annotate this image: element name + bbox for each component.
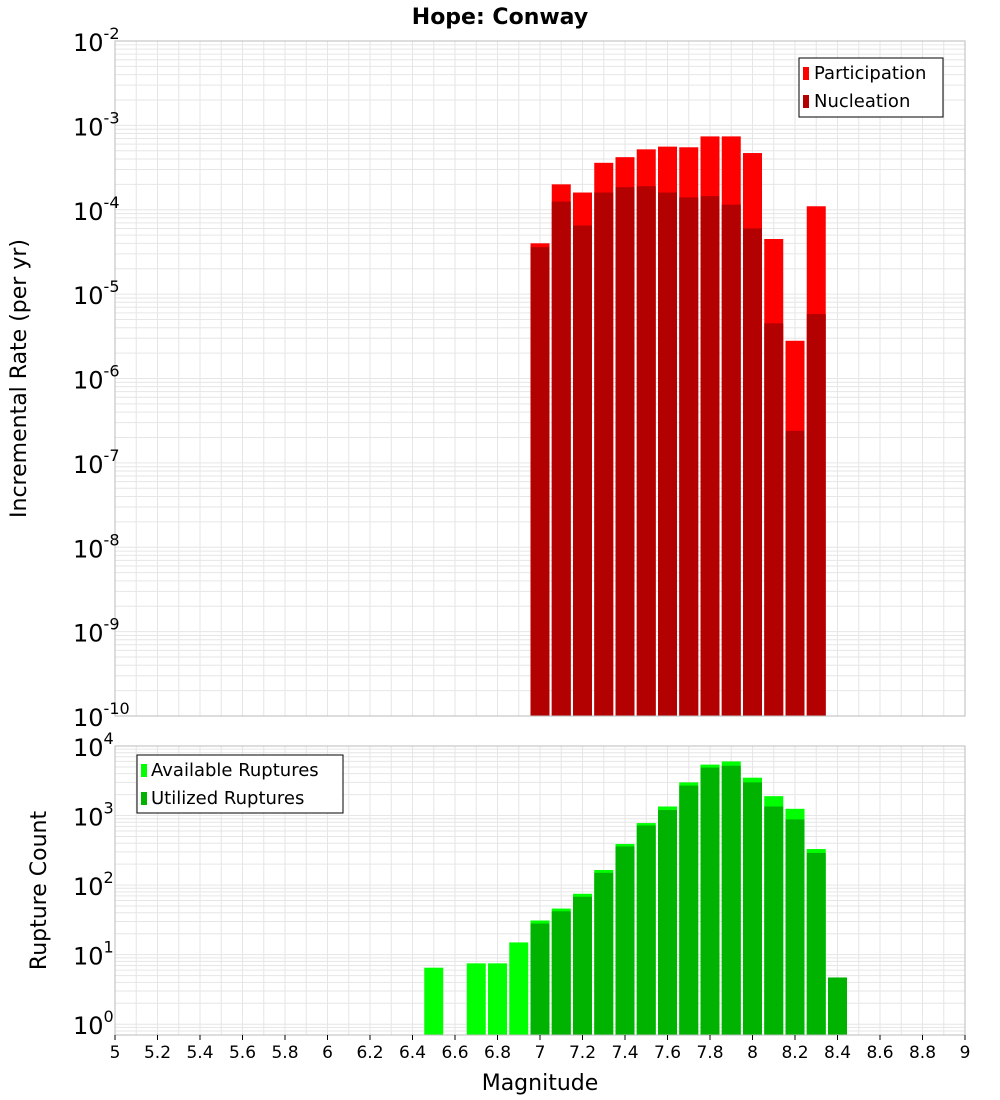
legend-swatch-participation bbox=[803, 67, 809, 80]
x-axis-ticks: 5 5.2 5.4 5.6 5.8 6 6.2 6.4 6.6 6.8 7 7.2 7.4 7.6 7.8 8… bbox=[110, 1035, 971, 1063]
top-plot-frame bbox=[114, 40, 966, 717]
bottom-legend: Available Ruptures Utilized Ruptures bbox=[136, 754, 344, 814]
x-tick-label: 7.8 bbox=[696, 1043, 723, 1063]
nucleation-bar bbox=[530, 247, 550, 716]
bottom-bars bbox=[424, 761, 847, 1035]
x-tick-label: 6.2 bbox=[356, 1043, 383, 1063]
y-tick-label: 10-9 bbox=[73, 615, 120, 648]
nucleation-bar bbox=[743, 228, 762, 716]
nucleation-bar bbox=[573, 225, 592, 716]
legend-label-nucleation: Nucleation bbox=[814, 91, 910, 112]
x-tick-label: 6.6 bbox=[441, 1043, 468, 1063]
x-tick-label: 7.6 bbox=[654, 1043, 681, 1063]
y-tick-label: 10-2 bbox=[73, 24, 120, 57]
utilized-ruptures-bar bbox=[721, 765, 741, 1035]
top-rate-panel: 10-2 10-3 10-4 10-5 10-6 10-7 10-8 10-9 10-10 In… bbox=[7, 24, 966, 732]
y-tick-label: 10-8 bbox=[73, 530, 120, 563]
nucleation-bar bbox=[806, 314, 826, 716]
nucleation-bar bbox=[658, 192, 677, 717]
x-tick-label: 6.4 bbox=[399, 1043, 426, 1063]
nucleation-bar bbox=[615, 187, 635, 716]
x-tick-label: 5 bbox=[110, 1043, 121, 1063]
utilized-ruptures-bar bbox=[743, 782, 762, 1035]
utilized-ruptures-bar bbox=[594, 872, 614, 1035]
utilized-ruptures-bar bbox=[551, 911, 571, 1035]
y-tick-label: 10-7 bbox=[73, 446, 120, 479]
y-tick-label: 10-6 bbox=[73, 362, 120, 395]
available-ruptures-bar bbox=[488, 963, 507, 1035]
utilized-ruptures-bar bbox=[828, 977, 847, 1035]
top-y-axis-label: Incremental Rate (per yr) bbox=[7, 239, 32, 518]
y-tick-label: 104 bbox=[73, 729, 114, 762]
nucleation-bar bbox=[636, 186, 656, 716]
available-ruptures-bar bbox=[466, 963, 486, 1035]
available-ruptures-bar bbox=[509, 942, 529, 1035]
utilized-ruptures-bar bbox=[615, 846, 635, 1035]
bottom-y-ticks: 104 103 102 101 100 bbox=[73, 729, 114, 1040]
top-legend: Participation Nucleation bbox=[798, 57, 944, 118]
x-tick-label: 7.4 bbox=[611, 1043, 638, 1063]
nucleation-bar bbox=[594, 192, 614, 717]
y-tick-label: 103 bbox=[73, 799, 114, 832]
utilized-ruptures-bar bbox=[700, 767, 720, 1035]
y-tick-label: 101 bbox=[73, 938, 114, 971]
x-tick-label: 8.4 bbox=[824, 1043, 851, 1063]
legend-swatch-utilized bbox=[141, 792, 147, 805]
nucleation-bar bbox=[785, 430, 805, 716]
y-tick-label: 10-3 bbox=[73, 108, 120, 141]
top-y-ticks: 10-2 10-3 10-4 10-5 10-6 10-7 10-8 10-9 10-10 bbox=[73, 24, 130, 732]
utilized-ruptures-bar bbox=[658, 810, 677, 1035]
x-tick-label: 5.8 bbox=[271, 1043, 298, 1063]
x-tick-label: 5.4 bbox=[186, 1043, 213, 1063]
x-axis-label: Magnitude bbox=[482, 1071, 599, 1096]
bottom-legend-box bbox=[136, 754, 344, 814]
y-tick-label: 10-4 bbox=[73, 193, 120, 226]
x-tick-label: 8 bbox=[747, 1043, 758, 1063]
y-tick-label: 10-5 bbox=[73, 277, 120, 310]
utilized-ruptures-bar bbox=[785, 819, 805, 1035]
utilized-ruptures-bar bbox=[764, 806, 784, 1035]
utilized-ruptures-bar bbox=[636, 825, 656, 1035]
x-tick-label: 8.8 bbox=[909, 1043, 936, 1063]
x-tick-label: 8.6 bbox=[866, 1043, 893, 1063]
utilized-ruptures-bar bbox=[530, 923, 550, 1035]
available-ruptures-bar bbox=[424, 967, 444, 1035]
bottom-y-axis-label: Rupture Count bbox=[27, 811, 52, 971]
bottom-count-panel: 104 103 102 101 100 Rupture Count Available … bbox=[27, 729, 966, 1040]
x-tick-label: 5.2 bbox=[144, 1043, 171, 1063]
x-tick-label: 5.6 bbox=[229, 1043, 256, 1063]
legend-label-available: Available Ruptures bbox=[151, 760, 319, 781]
chart-title: Hope: Conway bbox=[412, 5, 588, 30]
legend-swatch-nucleation bbox=[803, 95, 809, 108]
nucleation-bar bbox=[700, 196, 720, 716]
nucleation-bar bbox=[721, 204, 741, 717]
x-tick-label: 6.8 bbox=[484, 1043, 511, 1063]
utilized-ruptures-bar bbox=[573, 896, 592, 1035]
y-tick-label: 100 bbox=[73, 1007, 114, 1040]
utilized-ruptures-bar bbox=[806, 852, 826, 1035]
x-tick-label: 6 bbox=[322, 1043, 333, 1063]
legend-label-utilized: Utilized Ruptures bbox=[151, 788, 304, 809]
top-bars bbox=[530, 136, 826, 717]
legend-label-participation: Participation bbox=[814, 63, 926, 84]
y-tick-label: 102 bbox=[73, 868, 114, 901]
legend-swatch-available bbox=[141, 764, 147, 777]
top-legend-box bbox=[798, 57, 944, 118]
nucleation-bar bbox=[551, 201, 571, 716]
x-tick-label: 7.2 bbox=[569, 1043, 596, 1063]
nucleation-bar bbox=[764, 323, 784, 716]
y-tick-label: 10-10 bbox=[73, 699, 130, 732]
x-tick-label: 7 bbox=[535, 1043, 546, 1063]
nucleation-bar bbox=[679, 197, 699, 717]
x-tick-label: 9 bbox=[960, 1043, 971, 1063]
x-tick-label: 8.2 bbox=[781, 1043, 808, 1063]
utilized-ruptures-bar bbox=[679, 785, 699, 1035]
